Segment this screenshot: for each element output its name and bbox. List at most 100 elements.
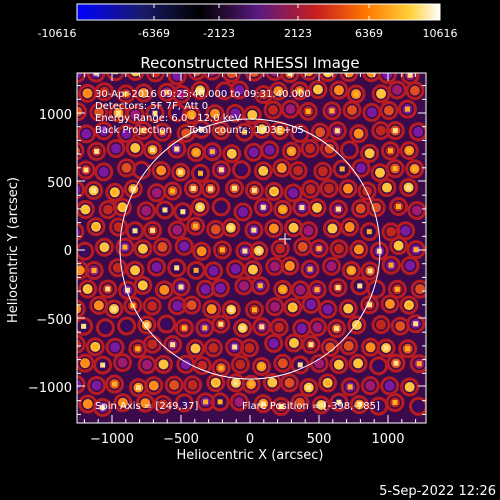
fringe-blob: [161, 319, 172, 330]
bright-pixel: [407, 73, 413, 78]
fringe-blob: [274, 322, 285, 333]
fringe-ring: [136, 201, 156, 221]
fringe-ring: [77, 160, 96, 180]
fringe-ring: [143, 140, 163, 160]
fringe-ring: [322, 256, 342, 276]
fringe-ring: [281, 141, 301, 161]
fringe-blob: [269, 261, 280, 272]
fringe-ring: [327, 121, 347, 141]
fringe-blob: [374, 167, 385, 178]
bright-pixel: [306, 385, 312, 391]
fringe-ring: [400, 377, 420, 397]
fringe-blob: [303, 225, 314, 236]
fringe-ring: [106, 73, 125, 82]
fringe-ring: [319, 139, 339, 159]
fringe-ring: [86, 217, 106, 237]
fringe-ring: [77, 124, 96, 144]
bright-pixel: [314, 287, 320, 293]
fringe-ring: [202, 73, 222, 81]
fringe-blob: [288, 338, 299, 349]
bright-pixel: [412, 166, 418, 172]
fringe-blob: [77, 227, 80, 237]
fringe-blob: [77, 106, 83, 117]
fringe-ring: [369, 356, 389, 376]
fringe-blob: [234, 396, 245, 407]
fringe-blob: [77, 185, 81, 195]
fringe-blob: [366, 107, 377, 118]
fringe-blob: [411, 205, 422, 216]
bright-pixel: [181, 325, 187, 331]
fringe-blob: [147, 301, 158, 312]
fringe-ring: [171, 84, 191, 104]
fringe-ring: [144, 376, 164, 396]
fringe-blob: [137, 280, 148, 291]
fringe-blob: [210, 224, 221, 235]
fringe-blob: [269, 73, 280, 77]
bright-pixel: [197, 204, 203, 210]
bright-pixel: [152, 110, 158, 116]
fringe-blob: [151, 262, 162, 273]
fringe-blob: [110, 342, 121, 353]
plot-frame: [76, 72, 427, 424]
fringe-ring: [84, 180, 104, 200]
fringe-ring: [94, 82, 114, 102]
fringe-ring: [211, 160, 231, 180]
bright-pixel: [100, 362, 106, 368]
fringe-ring: [233, 318, 253, 338]
fringe-ring: [359, 222, 379, 242]
fringe-blob: [351, 320, 362, 331]
fringe-ring: [222, 144, 242, 164]
fringe-ring: [190, 80, 210, 100]
fringe-blob: [248, 147, 259, 158]
fringe-ring: [409, 354, 426, 374]
fringe-blob: [80, 358, 91, 369]
fringe-ring: [299, 378, 319, 398]
fringe-blob: [150, 73, 161, 78]
fringe-ring: [201, 179, 221, 199]
fringe-blob: [77, 73, 82, 79]
fringe-ring: [167, 258, 187, 278]
bright-pixel: [280, 206, 286, 212]
fringe-ring: [385, 121, 405, 141]
bright-pixel: [213, 380, 219, 386]
bright-pixel: [297, 362, 303, 368]
fringe-blob: [190, 343, 201, 354]
bright-pixel: [94, 148, 100, 154]
fringe-ring: [244, 73, 264, 82]
fringe-ring: [183, 375, 203, 395]
fringe-blob: [297, 241, 308, 252]
fringe-blob: [314, 358, 325, 369]
bright-pixel: [251, 227, 257, 233]
bright-pixel: [193, 267, 199, 273]
fringe-ring: [244, 220, 264, 240]
x-tick-labels: −1000 −500 0 500 1000: [90, 432, 405, 447]
fringe-ring: [252, 119, 272, 139]
fringe-ring: [273, 199, 293, 219]
x-tick-label: −500: [163, 432, 199, 447]
fringe-ring: [123, 179, 143, 199]
bright-pixel: [232, 185, 238, 191]
fringe-ring: [249, 241, 269, 261]
fringe-blob: [305, 184, 316, 195]
fringe-ring: [133, 275, 153, 295]
fringe-ring: [187, 73, 207, 81]
fringe-ring: [202, 142, 222, 162]
bright-pixel: [325, 73, 331, 75]
fringe-ring: [339, 140, 359, 160]
fringe-blob: [415, 284, 426, 295]
bright-pixel: [91, 268, 97, 274]
fringe-blob: [186, 300, 197, 311]
bright-pixel: [159, 129, 165, 135]
y-tick-label: 0: [64, 244, 72, 259]
info-line: Detectors: 5F 7F, Att 0: [95, 101, 208, 112]
bright-pixel: [218, 365, 224, 371]
fringe-ring: [133, 239, 153, 259]
fringe-ring: [299, 221, 319, 241]
fringe-blob: [324, 143, 335, 154]
fringe-blob: [180, 359, 191, 370]
fringe-ring: [389, 197, 409, 217]
fringe-ring: [151, 160, 171, 180]
fringe-blob: [172, 300, 183, 311]
fringe-ring: [406, 314, 426, 334]
fringe-blob: [293, 165, 304, 176]
